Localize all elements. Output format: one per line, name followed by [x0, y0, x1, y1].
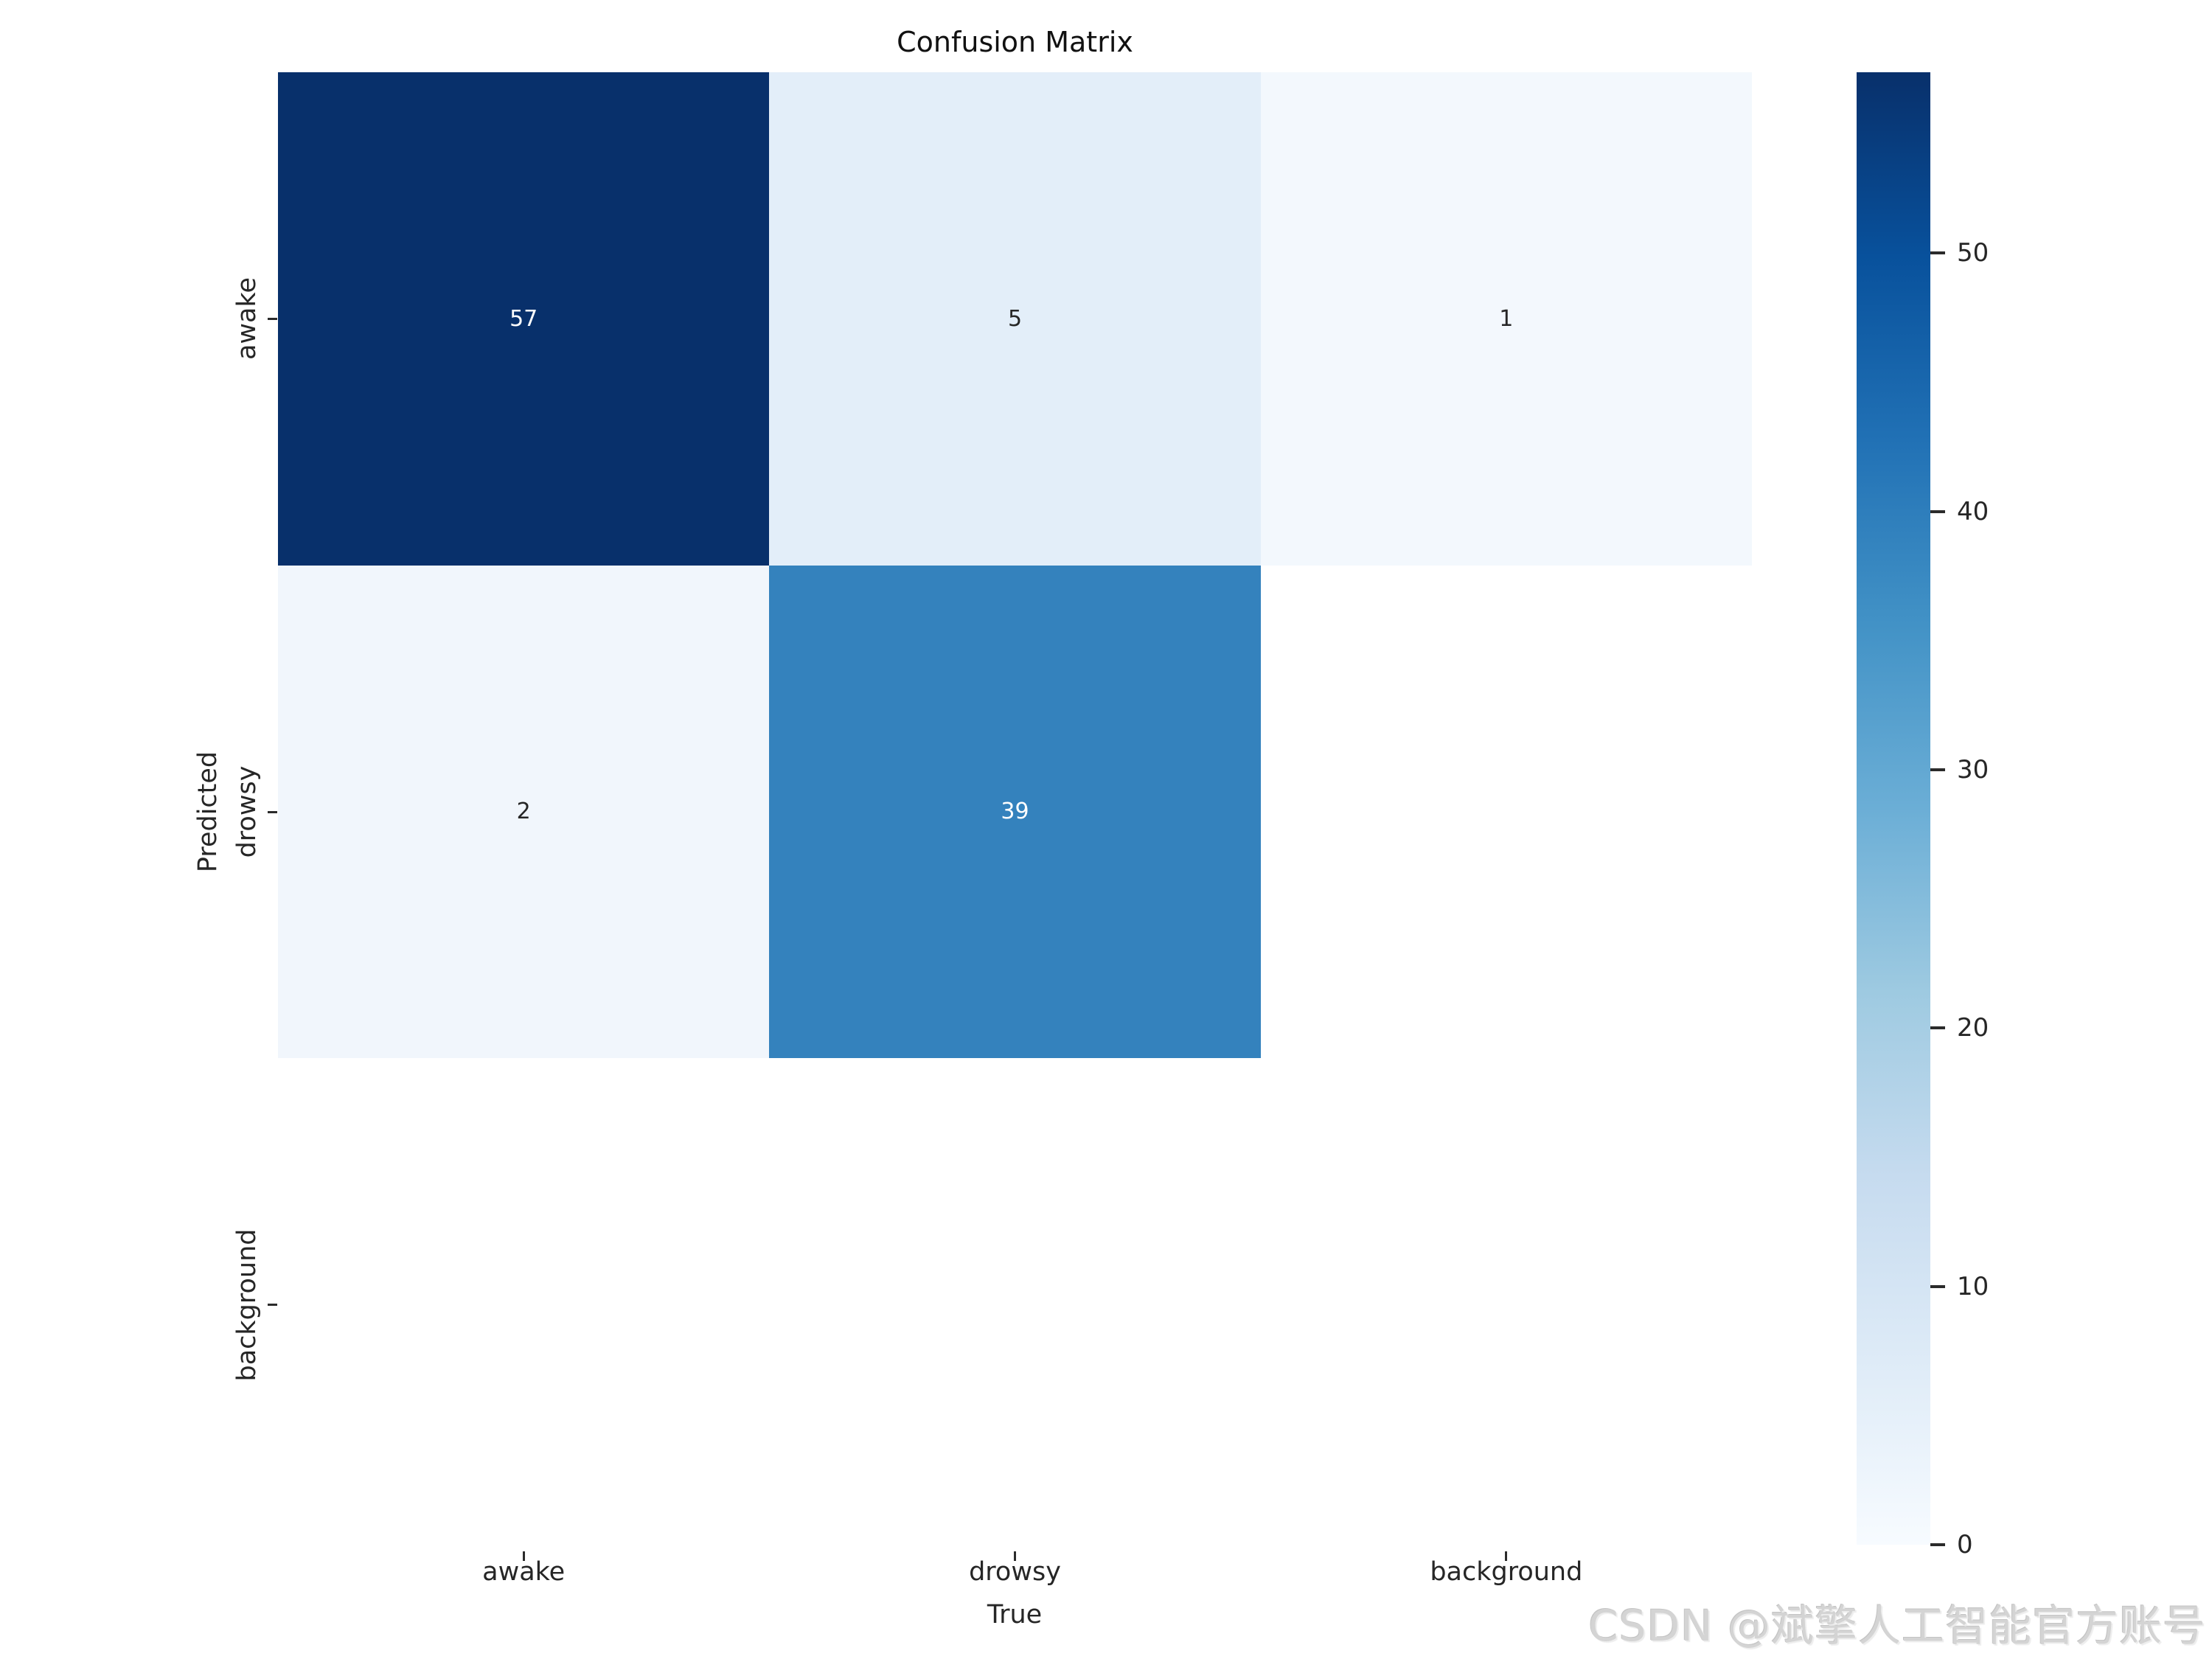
y-tick-mark-background	[268, 1304, 277, 1307]
colorbar-tick-label-50: 50	[1957, 238, 1989, 268]
heatmap-cell-background-background	[1260, 1058, 1752, 1551]
heatmap-cell-background-awake	[278, 1058, 770, 1551]
heatmap-cell-drowsy-drowsy: 39	[769, 565, 1261, 1059]
y-tick-label-drowsy: drowsy	[232, 765, 262, 858]
colorbar-tick-label-0: 0	[1957, 1530, 1973, 1559]
colorbar-tick-mark-20	[1930, 1026, 1945, 1030]
y-tick-mark-awake	[268, 317, 277, 320]
heatmap-cell-drowsy-background	[1260, 565, 1752, 1059]
colorbar-tick-label-20: 20	[1957, 1013, 1989, 1043]
heatmap-cell-awake-background: 1	[1260, 72, 1752, 566]
colorbar-tick-label-30: 30	[1957, 754, 1989, 785]
colorbar-tick-mark-40	[1930, 509, 1945, 513]
x-tick-mark-drowsy	[1014, 1551, 1016, 1561]
colorbar-tick-mark-30	[1930, 768, 1945, 771]
colorbar-tick-mark-10	[1930, 1284, 1945, 1288]
heatmap-cell-awake-awake: 57	[278, 72, 770, 566]
heatmap-cell-background-drowsy	[769, 1058, 1261, 1551]
x-tick-mark-awake	[522, 1551, 525, 1561]
y-tick-mark-drowsy	[268, 810, 277, 813]
colorbar	[1857, 72, 1930, 1545]
y-tick-label-awake: awake	[232, 277, 262, 361]
colorbar-tick-mark-0	[1930, 1543, 1945, 1546]
colorbar-gradient	[1857, 72, 1930, 1545]
x-axis-label: True	[987, 1600, 1043, 1630]
y-tick-label-background: background	[232, 1228, 262, 1382]
y-axis-label: Predicted	[193, 751, 223, 873]
x-tick-label-drowsy: drowsy	[969, 1557, 1061, 1587]
heatmap-cell-awake-drowsy: 5	[769, 72, 1261, 566]
colorbar-tick-label-40: 40	[1957, 496, 1989, 526]
colorbar-tick-mark-50	[1930, 251, 1945, 255]
heatmap-cell-drowsy-awake: 2	[278, 565, 770, 1059]
chart-title: Confusion Matrix	[897, 26, 1133, 58]
colorbar-tick-label-10: 10	[1957, 1271, 1989, 1301]
watermark: CSDN @斌擎人工智能官方账号	[1588, 1601, 2206, 1651]
x-tick-label-background: background	[1430, 1557, 1583, 1587]
heatmap-grid: 57 5 1 2 39	[278, 72, 1752, 1551]
x-tick-label-awake: awake	[482, 1557, 566, 1587]
x-tick-mark-background	[1505, 1551, 1508, 1561]
